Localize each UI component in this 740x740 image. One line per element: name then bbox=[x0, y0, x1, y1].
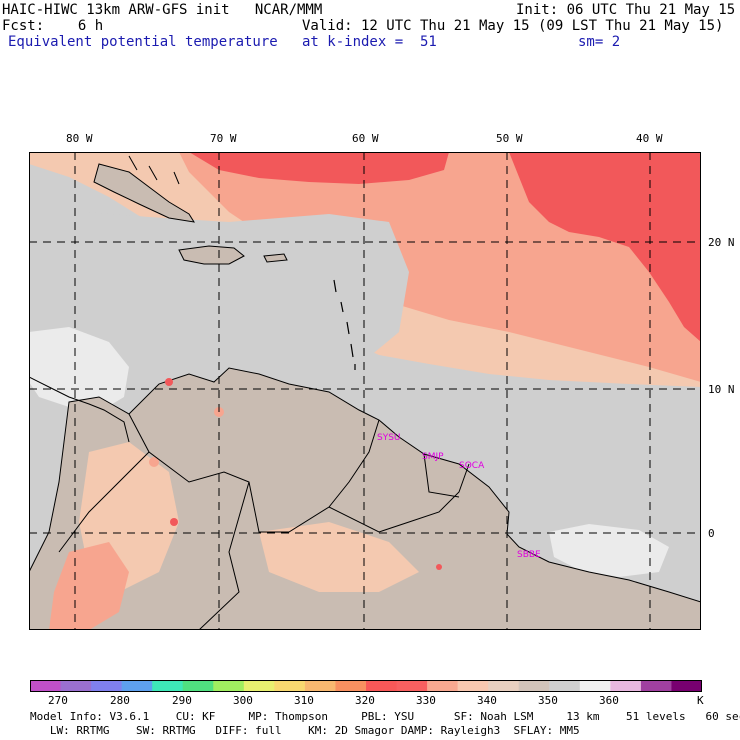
theta-e-map: SYSU SMJP SOCA SBBE bbox=[29, 152, 701, 630]
forecast-hour: Fcst: 6 h bbox=[2, 18, 104, 34]
white-patch-west bbox=[29, 327, 129, 412]
colorbar-label-360: 360 bbox=[599, 694, 619, 707]
smoothing-info: sm= 2 bbox=[578, 34, 621, 50]
land-warm-central bbox=[259, 522, 419, 592]
station-soca: SOCA bbox=[459, 461, 485, 471]
colorbar-cell bbox=[182, 680, 214, 692]
colorbar-label-280: 280 bbox=[110, 694, 130, 707]
model-info-line1: Model Info: V3.6.1 CU: KF MP: Thompson P… bbox=[30, 710, 740, 723]
station-sbbe: SBBE bbox=[517, 550, 541, 560]
lat-label-0: 0 bbox=[708, 527, 715, 540]
colorbar-cell bbox=[396, 680, 428, 692]
red-region-ne bbox=[509, 152, 701, 342]
colorbar-cell bbox=[366, 680, 398, 692]
hispaniola bbox=[178, 245, 245, 265]
colorbar-cell bbox=[152, 680, 184, 692]
map-gridlines bbox=[29, 152, 701, 630]
model-title: HAIC-HIWC 13km ARW-GFS init NCAR/MMM bbox=[2, 2, 323, 18]
colorbar-cell bbox=[518, 680, 550, 692]
lat-label-10n: 10 N bbox=[708, 383, 735, 396]
colorbar-label-270: 270 bbox=[48, 694, 68, 707]
colorbar-unit: K bbox=[697, 694, 704, 707]
colorbar-label-300: 300 bbox=[233, 694, 253, 707]
colorbar-label-310: 310 bbox=[294, 694, 314, 707]
colorbar-cell bbox=[427, 680, 459, 692]
puerto-rico bbox=[263, 253, 288, 263]
colorbar-cell bbox=[60, 680, 92, 692]
colorbar-label-320: 320 bbox=[355, 694, 375, 707]
lon-label-70w: 70 W bbox=[210, 132, 237, 145]
land-salmon-sw bbox=[49, 542, 129, 630]
lon-label-80w: 80 W bbox=[66, 132, 93, 145]
colorbar-cell bbox=[610, 680, 642, 692]
init-time: Init: 06 UTC Thu 21 May 15 bbox=[516, 2, 736, 18]
colorbar-cell bbox=[274, 680, 306, 692]
field-name: Equivalent potential temperature bbox=[8, 34, 278, 50]
colorbar bbox=[30, 680, 702, 692]
model-info-line2: LW: RRTMG SW: RRTMG DIFF: full KM: 2D Sm… bbox=[30, 724, 580, 737]
lon-label-50w: 50 W bbox=[496, 132, 523, 145]
level-info: at k-index = 51 bbox=[302, 34, 437, 50]
colorbar-cell bbox=[579, 680, 611, 692]
gray-ocean-tongue bbox=[29, 212, 409, 367]
cuba bbox=[93, 163, 196, 223]
colorbar-label-290: 290 bbox=[172, 694, 192, 707]
lon-label-40w: 40 W bbox=[636, 132, 663, 145]
lesser-antilles bbox=[333, 279, 356, 370]
lon-label-60w: 60 W bbox=[352, 132, 379, 145]
white-patch-east bbox=[549, 524, 669, 577]
colorbar-label-350: 350 bbox=[538, 694, 558, 707]
colorbar-cell bbox=[335, 680, 367, 692]
colorbar-label-340: 340 bbox=[477, 694, 497, 707]
station-smjp: SMJP bbox=[422, 452, 444, 462]
central-america-coast bbox=[29, 376, 130, 443]
colorbar-cell bbox=[121, 680, 153, 692]
colorbar-cell bbox=[30, 680, 62, 692]
red-band-north bbox=[189, 152, 449, 184]
colorbar-cell bbox=[488, 680, 520, 692]
colorbar-cell bbox=[213, 680, 245, 692]
colorbar-cell bbox=[640, 680, 672, 692]
colorbar-cell bbox=[549, 680, 581, 692]
south-america-land bbox=[29, 367, 701, 630]
bahamas bbox=[128, 155, 180, 185]
country-borders bbox=[58, 413, 470, 630]
lat-label-20n: 20 N bbox=[708, 236, 735, 249]
valid-time: Valid: 12 UTC Thu 21 May 15 (09 LST Thu … bbox=[302, 18, 724, 34]
colorbar-cell bbox=[457, 680, 489, 692]
colorbar-cell bbox=[243, 680, 275, 692]
station-sysu: SYSU bbox=[377, 433, 401, 443]
colorbar-label-330: 330 bbox=[416, 694, 436, 707]
map-frame bbox=[29, 152, 701, 630]
colorbar-cell bbox=[91, 680, 123, 692]
colorbar-cell bbox=[671, 680, 702, 692]
colorbar-cell bbox=[304, 680, 336, 692]
